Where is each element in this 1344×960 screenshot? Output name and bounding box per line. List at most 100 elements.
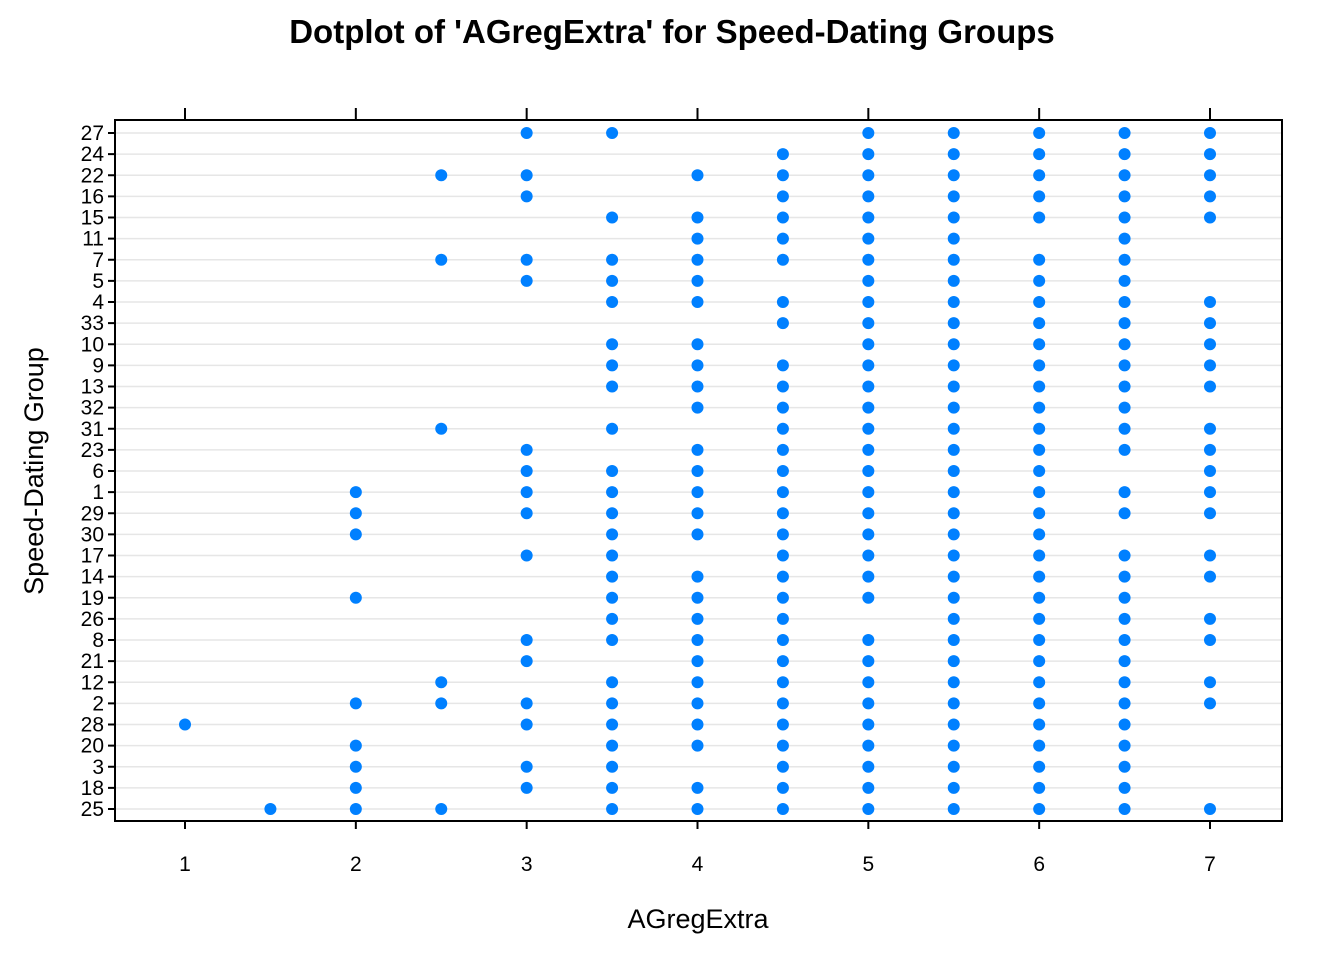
- y-tick-label-6: 6: [92, 460, 104, 483]
- point-g33-x6.5: [1118, 317, 1131, 330]
- point-g26-x4.5: [776, 612, 789, 625]
- y-tick-label-16: 16: [81, 185, 104, 208]
- y-tick-label-15: 15: [81, 207, 104, 230]
- y-tick-label-21: 21: [81, 650, 104, 673]
- point-g12-x6: [1033, 676, 1046, 689]
- x-tick-label-1: 1: [179, 853, 191, 876]
- point-g23-x5.5: [947, 443, 960, 456]
- point-g31-x3.5: [606, 422, 619, 435]
- y-tick-label-20: 20: [81, 735, 104, 758]
- y-tick-label-14: 14: [81, 566, 105, 589]
- x-axis: 1 2 3 4 5 6 7: [179, 108, 1216, 876]
- point-g29-x7: [1204, 507, 1216, 520]
- point-g9-x6.5: [1118, 359, 1131, 372]
- point-g28-x6: [1033, 718, 1046, 731]
- point-g10-x7: [1204, 338, 1216, 351]
- point-g18-x6: [1033, 781, 1046, 794]
- point-g29-x4: [691, 507, 704, 520]
- point-g25-x7: [1204, 803, 1216, 815]
- point-g1-x6: [1033, 486, 1046, 499]
- point-g4-x4.5: [776, 296, 789, 308]
- point-g8-x6.5: [1118, 634, 1131, 646]
- point-g4-x4: [691, 296, 704, 308]
- point-g30-x4.5: [776, 528, 789, 541]
- point-g2-x6: [1033, 697, 1046, 710]
- point-g13-x4: [691, 380, 704, 393]
- y-tick-label-26: 26: [81, 608, 104, 631]
- point-g5-x4: [691, 274, 704, 287]
- point-g2-x2.5: [435, 697, 448, 710]
- point-g30-x4: [691, 528, 704, 541]
- point-g9-x4.5: [776, 359, 789, 372]
- point-g25-x2: [349, 803, 362, 815]
- point-g27-x3.5: [606, 127, 619, 139]
- point-g28-x4.5: [776, 718, 789, 731]
- point-g4-x5.5: [947, 296, 960, 308]
- y-tick-label-17: 17: [81, 545, 104, 568]
- point-g13-x7: [1204, 380, 1216, 393]
- point-g29-x5: [862, 507, 875, 520]
- point-g8-x4.5: [776, 634, 789, 646]
- point-g11-x6.5: [1118, 232, 1131, 245]
- point-g31-x7: [1204, 422, 1216, 435]
- y-tick-label-1: 1: [92, 481, 104, 504]
- point-g25-x3.5: [606, 803, 619, 815]
- y-tick-label-27: 27: [81, 122, 104, 145]
- point-g31-x2.5: [435, 422, 448, 435]
- point-g9-x3.5: [606, 359, 619, 372]
- point-g10-x6.5: [1118, 338, 1131, 351]
- point-g17-x6: [1033, 549, 1046, 562]
- point-g2-x4: [691, 697, 704, 710]
- point-g29-x6.5: [1118, 507, 1131, 520]
- point-g18-x5.5: [947, 781, 960, 794]
- point-g14-x6: [1033, 570, 1046, 583]
- point-g26-x7: [1204, 612, 1216, 625]
- point-g8-x4: [691, 634, 704, 646]
- point-g24-x5: [862, 148, 875, 161]
- point-g29-x5.5: [947, 507, 960, 520]
- point-g16-x7: [1204, 190, 1216, 203]
- chart-title: Dotplot of 'AGregExtra' for Speed-Dating…: [289, 13, 1055, 50]
- point-g7-x5: [862, 253, 875, 266]
- point-g30-x6: [1033, 528, 1046, 541]
- point-g12-x6.5: [1118, 676, 1131, 689]
- point-g30-x2: [349, 528, 362, 541]
- point-g20-x2: [349, 739, 362, 752]
- point-g25-x5: [862, 803, 875, 815]
- point-g23-x6: [1033, 443, 1046, 456]
- point-g24-x7: [1204, 148, 1216, 161]
- point-g27-x5.5: [947, 127, 960, 139]
- point-g22-x4: [691, 169, 704, 182]
- point-g8-x6: [1033, 634, 1046, 646]
- point-g14-x5.5: [947, 570, 960, 583]
- point-g2-x7: [1204, 697, 1216, 710]
- point-g26-x5.5: [947, 612, 960, 625]
- y-tick-label-31: 31: [81, 418, 104, 441]
- point-g18-x5: [862, 781, 875, 794]
- point-g18-x2: [349, 781, 362, 794]
- point-g10-x3.5: [606, 338, 619, 351]
- point-g24-x6.5: [1118, 148, 1131, 161]
- point-g19-x6.5: [1118, 591, 1131, 604]
- point-g3-x4.5: [776, 760, 789, 773]
- point-g29-x3: [520, 507, 533, 520]
- point-g29-x4.5: [776, 507, 789, 520]
- point-g2-x5.5: [947, 697, 960, 710]
- point-g13-x3.5: [606, 380, 619, 393]
- point-g6-x4.5: [776, 465, 789, 477]
- point-g9-x7: [1204, 359, 1216, 372]
- point-g25-x5.5: [947, 803, 960, 815]
- point-g27-x6: [1033, 127, 1046, 139]
- y-tick-label-7: 7: [92, 249, 104, 272]
- point-g19-x3.5: [606, 591, 619, 604]
- point-g9-x5: [862, 359, 875, 372]
- point-g31-x6.5: [1118, 422, 1131, 435]
- point-g3-x5.5: [947, 760, 960, 773]
- point-g19-x2: [349, 591, 362, 604]
- point-g26-x6: [1033, 612, 1046, 625]
- point-g20-x4.5: [776, 739, 789, 752]
- point-g32-x6: [1033, 401, 1046, 414]
- point-g26-x3.5: [606, 612, 619, 625]
- point-g22-x5: [862, 169, 875, 182]
